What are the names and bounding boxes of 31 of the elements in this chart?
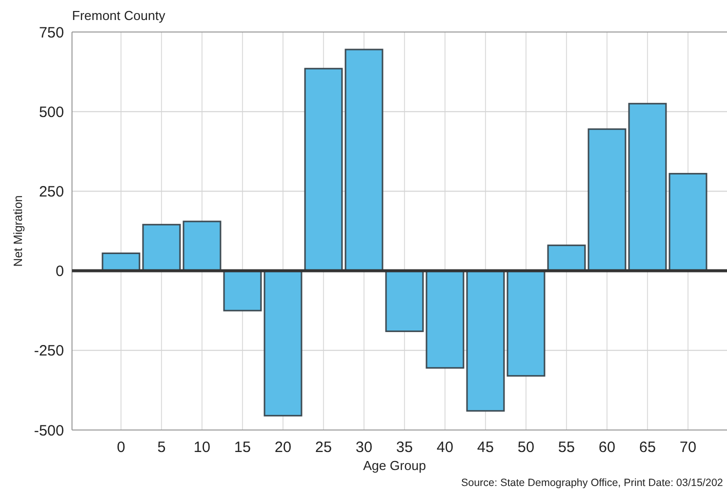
x-tick-label: 25 (315, 439, 332, 456)
x-tick-label: 10 (194, 439, 210, 456)
y-tick-label: -500 (34, 422, 64, 440)
y-tick-label: -250 (34, 342, 64, 360)
y-tick-label: 750 (38, 24, 64, 42)
x-axis-title: Age Group (363, 458, 426, 473)
y-tick-label: 500 (38, 104, 64, 121)
bar (385, 270, 424, 332)
x-tick-label: 40 (436, 439, 454, 456)
x-tick-label: 0 (116, 439, 126, 456)
x-tick-label: 55 (558, 439, 575, 456)
bar (264, 270, 302, 416)
y-axis-title: Net Migration (11, 195, 25, 267)
x-tick-label: 5 (157, 439, 166, 456)
x-tick-label: 50 (518, 439, 534, 456)
x-tick-label: 60 (598, 439, 616, 456)
x-tick-label: 35 (396, 439, 413, 456)
x-tick-label: 45 (477, 439, 494, 456)
bar (223, 270, 262, 312)
x-tick-label: 30 (356, 439, 372, 456)
x-tick-label: 15 (234, 439, 251, 456)
x-tick-label: 20 (274, 439, 292, 456)
x-tick-label: 70 (680, 439, 696, 456)
y-tick-label: 0 (56, 263, 64, 280)
source-note: Source: State Demography Office, Print Date: 03/15/202 (461, 477, 724, 489)
bar (506, 270, 546, 377)
bar (426, 270, 464, 369)
bar (466, 270, 505, 412)
x-tick-label: 65 (639, 439, 656, 456)
chart-subtitle: Fremont County (72, 8, 166, 23)
y-tick-label: 250 (38, 183, 64, 200)
